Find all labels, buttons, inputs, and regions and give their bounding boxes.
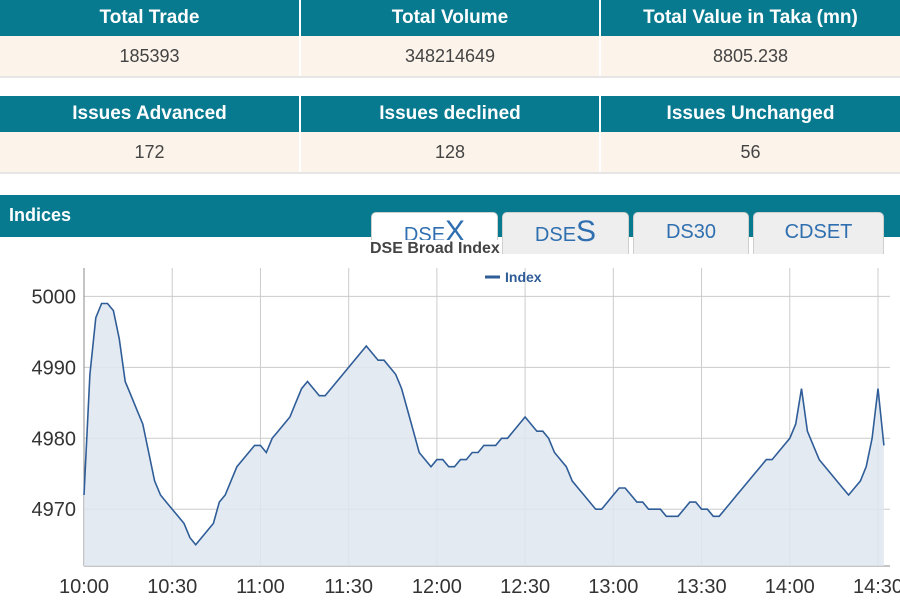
series-line xyxy=(83,302,885,546)
x-tick-label: 10:30 xyxy=(147,576,197,598)
legend-label: Index xyxy=(505,269,542,285)
tab-cdset-label: CDSET xyxy=(784,221,853,243)
x-tick-label: 14:00 xyxy=(765,576,815,598)
series-area xyxy=(84,303,884,566)
x-tick-label: 11:30 xyxy=(324,576,373,598)
tab-ds30[interactable]: DS30 xyxy=(633,212,749,254)
total-value-header: Total Value in Taka (mn) xyxy=(600,0,900,36)
total-trade-value: 185393 xyxy=(0,36,301,78)
chart-title: DSE Broad Index xyxy=(370,240,500,258)
issues-unchanged-value: 56 xyxy=(600,132,900,174)
total-trade-header: Total Trade xyxy=(0,0,301,36)
y-tick-label: 5000 xyxy=(32,286,77,308)
total-volume-header: Total Volume xyxy=(300,0,601,36)
x-tick-label: 14:30 xyxy=(853,576,900,598)
issues-declined-header: Issues declined xyxy=(300,96,601,132)
x-tick-label: 13:00 xyxy=(588,576,638,598)
x-tick-label: 12:30 xyxy=(500,576,550,598)
issues-advanced-value: 172 xyxy=(0,132,301,174)
total-value-value: 8805.238 xyxy=(600,36,900,78)
y-tick-label: 4970 xyxy=(32,499,77,521)
tab-dsex-suffix: X xyxy=(445,215,466,248)
index-chart: 10:00 10:30 11:00 11:30 12:00 12:30 13:00 13:30… xyxy=(32,268,900,598)
x-tick-label: 10:00 xyxy=(59,576,109,598)
tab-cdset[interactable]: CDSET xyxy=(753,212,884,254)
indices-title: Indices xyxy=(9,205,72,225)
x-tick-label: 13:30 xyxy=(677,576,727,598)
tab-dses-prefix: DSE xyxy=(534,224,577,246)
x-tick-label: 12:00 xyxy=(412,576,462,598)
x-tick-label: 11:00 xyxy=(236,576,285,598)
total-volume-value: 348214649 xyxy=(300,36,601,78)
y-tick-label: 4990 xyxy=(32,357,77,379)
trade-summary-table: Total Trade Total Volume Total Value in … xyxy=(0,0,900,78)
tab-ds30-label: DS30 xyxy=(665,221,717,243)
tab-dses[interactable]: DSES xyxy=(502,212,629,254)
issues-advanced-header: Issues Advanced xyxy=(0,96,301,132)
issues-unchanged-header: Issues Unchanged xyxy=(600,96,900,132)
issues-summary-table: Issues Advanced Issues declined Issues U… xyxy=(0,96,900,174)
tab-dses-suffix: S xyxy=(576,215,597,248)
issues-declined-value: 128 xyxy=(300,132,601,174)
y-tick-label: 4980 xyxy=(32,428,77,450)
